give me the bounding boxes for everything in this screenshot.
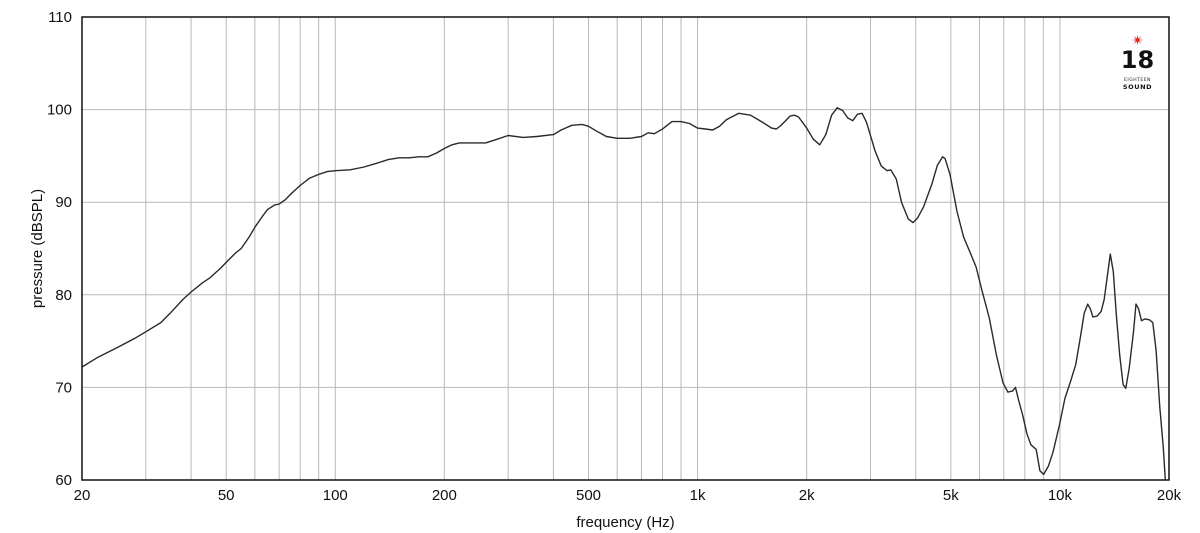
x-tick-label: 2k — [799, 487, 815, 504]
logo-line1: EIGHTEEN — [1124, 77, 1151, 83]
x-tick-label: 20 — [74, 487, 91, 504]
y-tick-label: 110 — [48, 9, 72, 26]
y-tick-label: 90 — [55, 194, 72, 211]
x-axis-title: frequency (Hz) — [576, 514, 674, 531]
x-tick-label: 500 — [576, 487, 601, 504]
grid — [81, 16, 1170, 481]
y-tick-label: 80 — [55, 287, 72, 304]
plot-area-frame — [81, 16, 1170, 481]
star-shape — [1132, 34, 1143, 46]
star-icon — [1132, 34, 1143, 46]
y-tick-label: 60 — [55, 472, 72, 489]
series-line — [81, 107, 1166, 481]
logo-line2: SOUND — [1123, 83, 1152, 91]
x-axis-ticks: 20 50 100 200 500 1k 2k 5k 10k 20k — [74, 487, 1182, 504]
x-tick-label: 1k — [690, 487, 706, 504]
x-tick-label: 5k — [943, 487, 959, 504]
y-tick-label: 100 — [47, 102, 72, 119]
eighteen-sound-logo: 18 EIGHTEEN SOUND — [1121, 34, 1154, 91]
x-tick-label: 200 — [432, 487, 457, 504]
x-tick-label: 50 — [218, 487, 235, 504]
y-axis-title: pressure (dBSPL) — [29, 189, 46, 308]
logo-number: 18 — [1121, 46, 1154, 74]
x-tick-label: 10k — [1048, 487, 1073, 504]
y-tick-label: 70 — [55, 379, 72, 396]
x-tick-label: 20k — [1157, 487, 1182, 504]
x-tick-label: 100 — [323, 487, 348, 504]
y-axis-ticks: 60 70 80 90 100 110 — [47, 9, 72, 489]
